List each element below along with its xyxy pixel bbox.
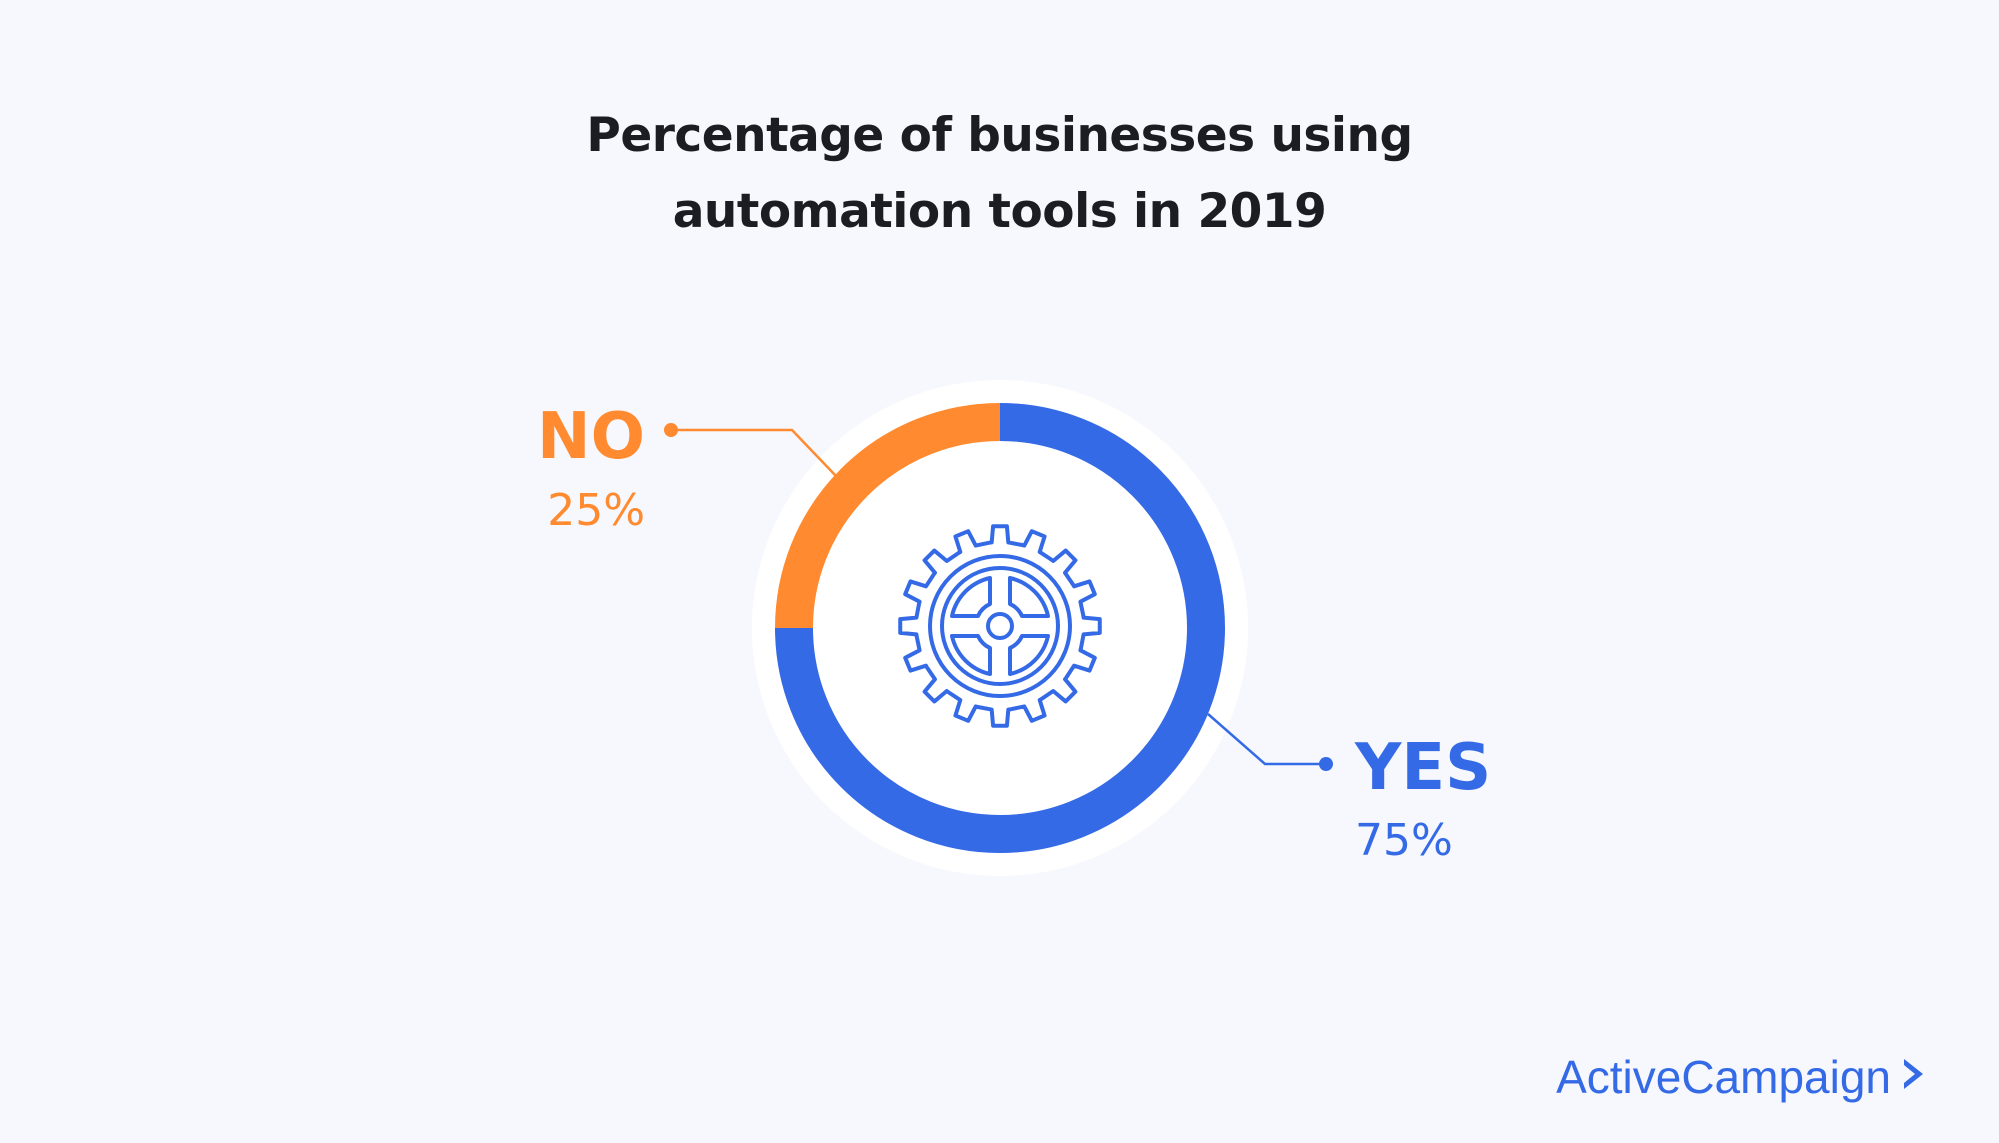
gear-icon [898,524,1102,728]
chart-title-line-2: automation tools in 2019 [672,184,1327,239]
activecampaign-logo: ActiveCampaign [1556,1050,1927,1104]
logo-text: ActiveCampaign [1556,1051,1891,1103]
slice-label-no: NO [537,400,645,474]
donut-slice-no [775,403,1001,629]
donut-outer-halo [752,380,1248,876]
chart-title-line-1: Percentage of businesses using [586,108,1413,163]
slice-value-yes: 75% [1355,815,1453,866]
slice-value-no: 25% [547,485,645,536]
slice-label-yes: YES [1354,731,1491,805]
donut-slices [775,403,1225,853]
chevron-right-icon [1901,1050,1927,1104]
leader-line-no [664,423,837,477]
donut-slice-yes [775,403,1225,853]
donut-leader-lines [664,423,1333,771]
leader-line-yes [1207,713,1333,771]
